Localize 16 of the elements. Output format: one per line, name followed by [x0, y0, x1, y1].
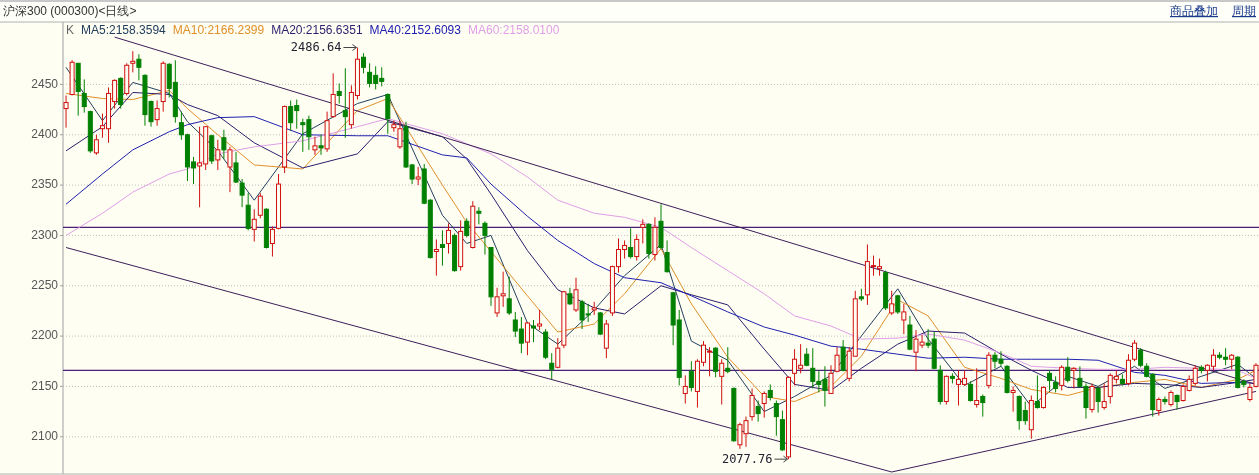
legend: K MA5:2158.3594 MA10:2166.2399 MA20:2156.6351 MA40:2152.6093 MA60:2158.0100 [66, 23, 560, 37]
link: 周期 [1232, 4, 1256, 18]
y-tick-label: 2100 [31, 428, 59, 443]
y-tick-label: 2150 [31, 378, 59, 393]
y-tick-label: 2300 [31, 227, 59, 242]
y-tick-label: 2200 [31, 328, 59, 343]
annotation: 2486.64 [290, 40, 342, 55]
annotation: 2077.76 [721, 451, 788, 466]
annotation: 2486.64 [290, 40, 357, 55]
y-tick-label: 2400 [31, 126, 59, 141]
y-tick-label: 2250 [31, 277, 59, 292]
y-tick-label: 2350 [31, 177, 59, 192]
title: 沪深300 (000300)<日线> [3, 4, 137, 18]
y-tick-label: 2450 [31, 76, 59, 91]
annotation: 2077.76 [721, 451, 773, 466]
link: 商品叠加 [1170, 4, 1218, 18]
